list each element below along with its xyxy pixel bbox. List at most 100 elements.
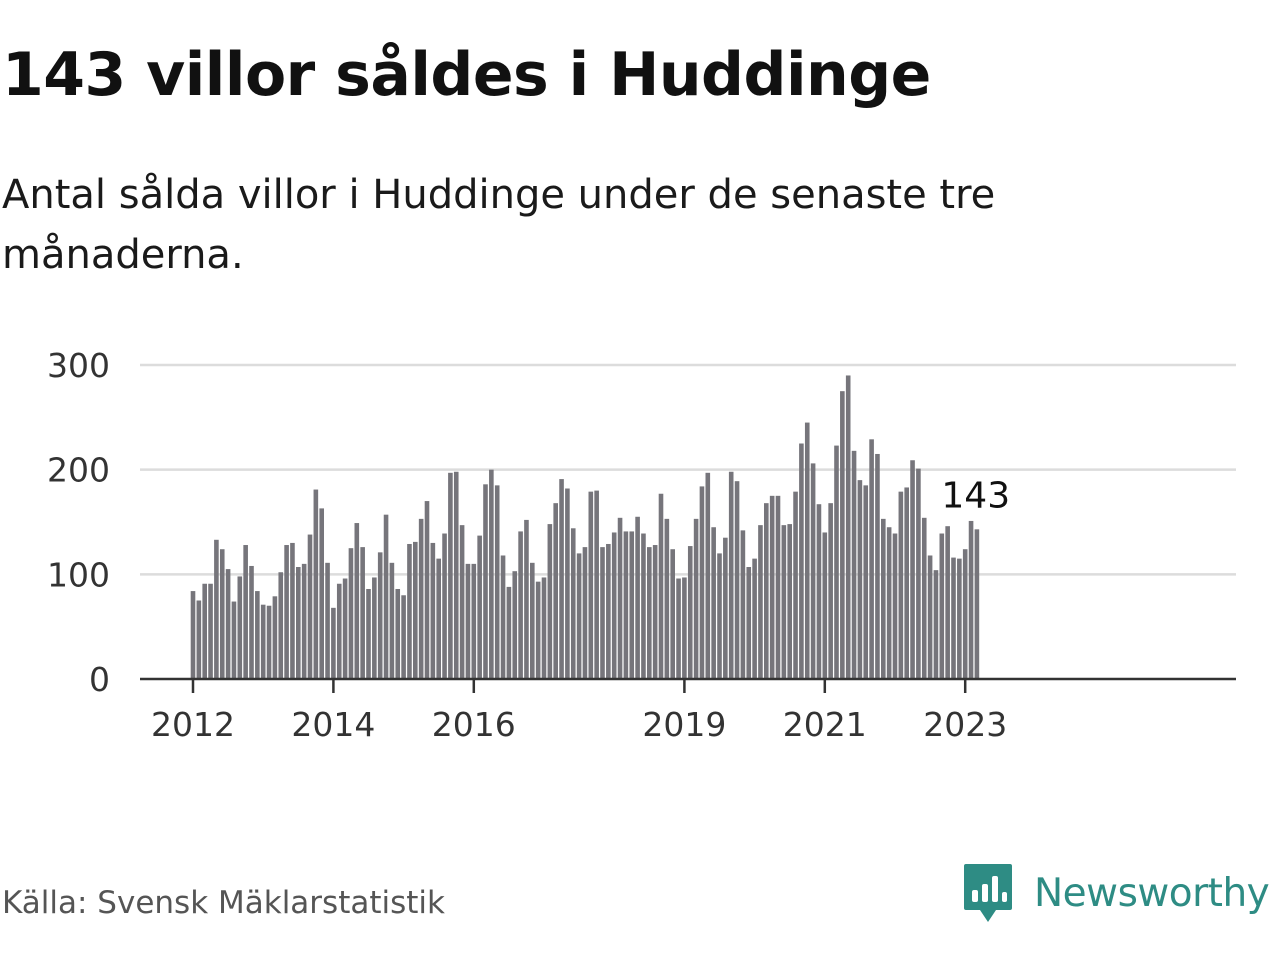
source-note: Källa: Svensk Mäklarstatistik <box>2 885 445 921</box>
bar <box>875 453 880 679</box>
bar <box>910 460 915 679</box>
bar <box>366 588 371 679</box>
bar <box>442 533 447 679</box>
bar <box>881 518 886 679</box>
bar <box>383 514 389 679</box>
bar <box>746 567 752 679</box>
bar <box>202 583 207 679</box>
bars <box>190 375 980 679</box>
x-tick-label: 2021 <box>783 705 867 744</box>
bar <box>219 549 225 679</box>
bar <box>448 472 453 679</box>
bar <box>266 605 272 679</box>
bar <box>489 469 494 679</box>
bar <box>804 422 810 679</box>
brand-logo: Newsworthy <box>962 862 1270 924</box>
bar <box>676 578 681 679</box>
bar <box>693 518 699 679</box>
bar <box>664 518 670 679</box>
x-tick-label: 2023 <box>923 705 1007 744</box>
bar <box>670 549 675 679</box>
y-axis-ticks: 0 100 200 300 <box>47 346 110 699</box>
bar <box>687 546 693 679</box>
bar <box>916 468 921 679</box>
bar <box>465 563 471 679</box>
bar <box>652 545 658 679</box>
bar <box>512 571 518 679</box>
bar <box>781 525 787 679</box>
bar <box>582 547 588 679</box>
bar <box>851 450 857 679</box>
bar <box>699 486 705 679</box>
bar <box>430 542 436 679</box>
bar <box>307 534 313 679</box>
bar <box>822 532 828 679</box>
chart-title: 143 villor såldes i Huddinge <box>2 40 931 110</box>
bar <box>711 527 716 679</box>
bar <box>477 535 482 679</box>
bar <box>793 491 798 679</box>
bar <box>325 562 330 679</box>
bar <box>395 588 401 679</box>
chart-subtitle: Antal sålda villor i Huddinge under de s… <box>2 172 996 278</box>
bar <box>296 567 301 679</box>
bar <box>728 471 734 679</box>
bar <box>974 529 980 679</box>
bar <box>453 471 459 679</box>
bar <box>886 527 892 679</box>
bar <box>816 504 822 679</box>
bar <box>682 577 687 679</box>
bar <box>845 375 851 679</box>
bar <box>957 558 962 679</box>
bar <box>787 524 792 679</box>
bar <box>921 517 927 679</box>
bar <box>611 532 617 679</box>
bar <box>500 555 506 679</box>
bar <box>635 516 640 679</box>
bar <box>255 591 260 679</box>
bar <box>313 489 319 679</box>
x-tick-label: 2016 <box>432 705 516 744</box>
bar <box>459 525 465 679</box>
bar <box>389 562 395 679</box>
newsworthy-logo-icon <box>964 864 1012 922</box>
y-tick-label: 100 <box>47 555 110 594</box>
bar <box>723 537 728 679</box>
bar <box>799 443 804 679</box>
bar <box>494 485 500 679</box>
bar <box>951 557 956 679</box>
bar <box>740 530 746 679</box>
x-axis-ticks: 2012 2014 2016 2019 2021 2023 <box>151 679 1007 744</box>
bar <box>547 524 553 679</box>
bar <box>600 547 605 679</box>
bar <box>559 479 564 679</box>
bar <box>518 531 523 679</box>
bar <box>524 519 529 679</box>
last-value-label: 143 <box>941 475 1010 516</box>
bar <box>336 583 342 679</box>
bar <box>407 543 412 679</box>
bar <box>764 503 769 679</box>
bar <box>570 528 576 679</box>
bar <box>342 578 348 679</box>
bar <box>541 577 547 679</box>
bar <box>360 547 365 679</box>
bar <box>401 595 406 679</box>
bar <box>717 553 722 679</box>
bar <box>214 539 219 679</box>
bar <box>372 577 377 679</box>
bar <box>471 563 477 679</box>
bar <box>530 562 535 679</box>
bar <box>249 565 254 679</box>
bar <box>588 491 594 679</box>
bar <box>968 520 974 679</box>
bar-chart: 0 100 200 300 2012 2014 2016 2019 2021 2023 143 <box>47 346 1236 744</box>
bar <box>290 542 295 679</box>
bar <box>892 533 898 679</box>
bar <box>962 549 968 679</box>
y-tick-label: 200 <box>47 451 110 490</box>
bar <box>606 543 611 679</box>
bar <box>705 472 711 679</box>
bar <box>413 541 418 679</box>
bar <box>641 533 646 679</box>
